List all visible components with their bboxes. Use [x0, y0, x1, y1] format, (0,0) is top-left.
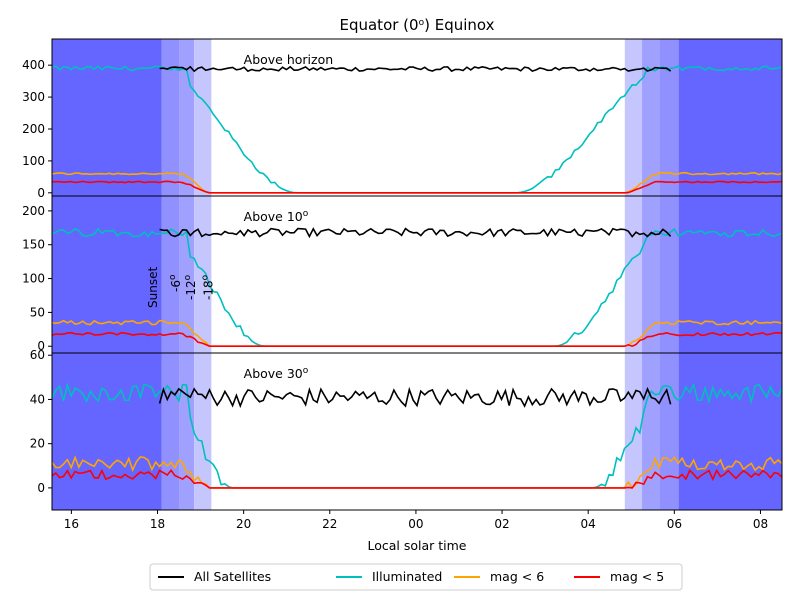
- x-tick-label: 20: [236, 517, 251, 531]
- y-tick-label: 20: [30, 437, 45, 451]
- legend: All Satellites Illuminated mag < 6 mag < 5: [149, 563, 683, 591]
- legend-box: [149, 563, 683, 591]
- twilight-label: -18o: [200, 274, 215, 300]
- twilight-band: [52, 196, 162, 353]
- twilight-band: [678, 353, 782, 510]
- all-satellites-line: [159, 65, 672, 73]
- twilight-label: -12o: [183, 274, 198, 300]
- panel-label: Above 30o: [244, 366, 309, 381]
- legend-label: mag < 5: [610, 569, 664, 584]
- panel-1: 0 100 200 300 400: [22, 38, 783, 200]
- all-satellites-line: [158, 386, 672, 409]
- twilight-band: [179, 353, 195, 510]
- x-axis-label: Local solar time: [367, 538, 466, 553]
- y-tick-label: 60: [30, 348, 45, 362]
- y-tick-label: 50: [30, 305, 45, 319]
- y-tick-label: 150: [22, 238, 45, 252]
- x-tick-label: 06: [667, 517, 682, 531]
- twilight-band: [624, 196, 643, 353]
- twilight-band: [161, 39, 180, 196]
- twilight-band: [642, 196, 660, 353]
- panel-2: 0 50 100 150 200: [22, 195, 783, 354]
- x-tick-label: 04: [581, 517, 596, 531]
- panel-frame: [51, 352, 783, 511]
- twilight-band: [659, 196, 679, 353]
- twilight-label: Sunset: [146, 267, 160, 308]
- y-tick-label: 0: [37, 339, 45, 353]
- mag5-line: [51, 468, 783, 489]
- panel-label: Above 10o: [244, 209, 309, 224]
- twilight-band: [194, 39, 212, 196]
- y-tick-label: 100: [22, 154, 45, 168]
- twilight-label: -6o: [168, 274, 183, 292]
- twilight-band: [624, 39, 643, 196]
- twilight-band: [642, 353, 660, 510]
- all-satellites-line: [159, 227, 672, 239]
- y-tick-label: 300: [22, 90, 45, 104]
- panel-3: 0 20 40 60: [30, 348, 783, 511]
- twilight-band: [52, 39, 162, 196]
- x-tick-label: 02: [494, 517, 509, 531]
- twilight-band: [161, 196, 180, 353]
- y-tick-label: 200: [22, 204, 45, 218]
- mag5-line: [51, 180, 783, 194]
- twilight-band: [194, 196, 212, 353]
- twilight-band: [678, 196, 782, 353]
- legend-label: All Satellites: [194, 569, 271, 584]
- twilight-band: [659, 39, 679, 196]
- y-tick-label: 100: [22, 272, 45, 286]
- y-tick-label: 400: [22, 58, 45, 72]
- y-tick-label: 40: [30, 392, 45, 406]
- chart-title: Equator (0o) Equinox: [339, 16, 494, 34]
- legend-label: mag < 6: [490, 569, 544, 584]
- x-tick-label: 08: [753, 517, 768, 531]
- y-tick-label: 0: [37, 481, 45, 495]
- panel-label: Above horizon: [244, 52, 334, 67]
- twilight-band: [52, 353, 162, 510]
- x-tick-label: 18: [150, 517, 165, 531]
- twilight-band: [194, 353, 212, 510]
- twilight-band: [179, 39, 195, 196]
- mag5-line: [51, 331, 783, 348]
- twilight-band: [642, 39, 660, 196]
- twilight-band: [659, 353, 679, 510]
- legend-label: Illuminated: [372, 569, 442, 584]
- x-tick-label: 22: [322, 517, 337, 531]
- twilight-band: [678, 39, 782, 196]
- y-tick-label: 0: [37, 186, 45, 200]
- y-tick-label: 200: [22, 122, 45, 136]
- x-tick-label: 00: [408, 517, 423, 531]
- x-tick-label: 16: [64, 517, 79, 531]
- twilight-band: [161, 353, 180, 510]
